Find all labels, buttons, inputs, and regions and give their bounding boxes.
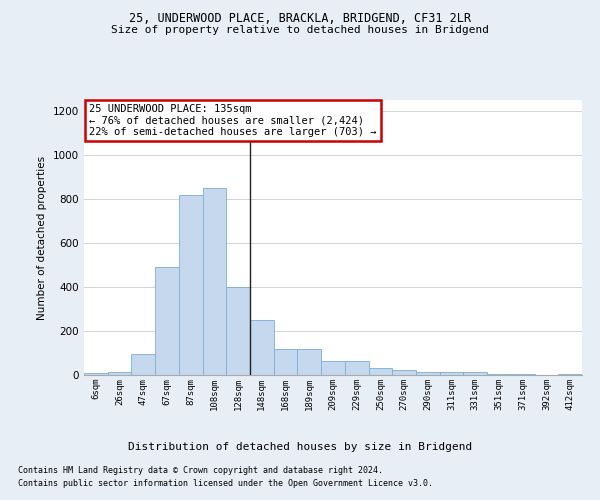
Bar: [108, 372, 131, 375]
Bar: [203, 188, 226, 375]
Bar: [274, 349, 298, 375]
Bar: [84, 373, 108, 375]
Text: Contains HM Land Registry data © Crown copyright and database right 2024.: Contains HM Land Registry data © Crown c…: [18, 466, 383, 475]
Bar: [250, 320, 274, 375]
Bar: [440, 372, 463, 375]
Bar: [392, 370, 416, 375]
Bar: [298, 349, 321, 375]
Bar: [155, 267, 179, 375]
Bar: [321, 360, 345, 375]
Y-axis label: Number of detached properties: Number of detached properties: [37, 156, 47, 320]
Bar: [226, 287, 250, 375]
Text: Size of property relative to detached houses in Bridgend: Size of property relative to detached ho…: [111, 25, 489, 35]
Bar: [179, 194, 203, 375]
Text: 25 UNDERWOOD PLACE: 135sqm
← 76% of detached houses are smaller (2,424)
22% of s: 25 UNDERWOOD PLACE: 135sqm ← 76% of deta…: [89, 104, 376, 138]
Text: Distribution of detached houses by size in Bridgend: Distribution of detached houses by size …: [128, 442, 472, 452]
Bar: [511, 374, 535, 375]
Text: 25, UNDERWOOD PLACE, BRACKLA, BRIDGEND, CF31 2LR: 25, UNDERWOOD PLACE, BRACKLA, BRIDGEND, …: [129, 12, 471, 26]
Bar: [463, 372, 487, 375]
Text: Contains public sector information licensed under the Open Government Licence v3: Contains public sector information licen…: [18, 479, 433, 488]
Bar: [416, 372, 440, 375]
Bar: [487, 374, 511, 375]
Bar: [368, 368, 392, 375]
Bar: [131, 354, 155, 375]
Bar: [345, 360, 368, 375]
Bar: [558, 374, 582, 375]
